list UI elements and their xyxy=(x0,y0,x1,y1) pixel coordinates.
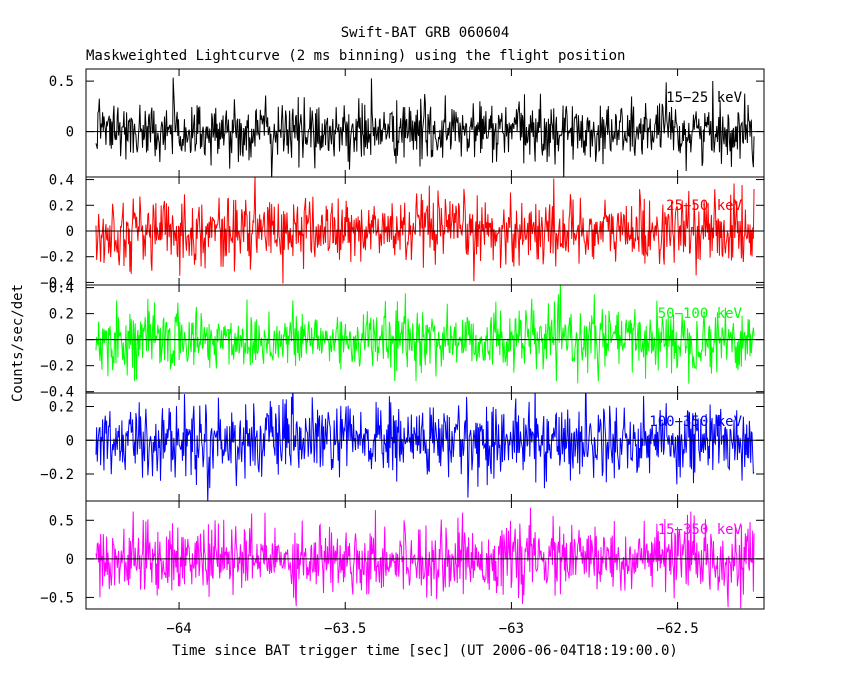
y-tick-label-5-3: −0.5 xyxy=(40,590,74,606)
y-tick-label-2-2: 0.2 xyxy=(49,198,74,214)
y-tick-label-4-2: 0 xyxy=(66,433,74,449)
y-tick-label-2-5: −0.4 xyxy=(40,275,74,291)
x-tick-label-3: −63 xyxy=(499,621,524,637)
band-label-1: 15−25 keV xyxy=(666,90,742,106)
band-label-5: 15−350 keV xyxy=(658,522,743,538)
y-tick-label-1-1: 0.5 xyxy=(49,74,74,90)
x-axis-label: Time since BAT trigger time [sec] (UT 20… xyxy=(172,643,678,659)
y-tick-label-3-3: 0 xyxy=(66,333,74,349)
lightcurve-series-3 xyxy=(95,285,755,384)
y-tick-label-1-2: 0 xyxy=(66,125,74,141)
band-label-3: 50−100 keV xyxy=(658,306,743,322)
panel-frame-5 xyxy=(85,500,765,610)
x-tick-label-2: −63.5 xyxy=(324,621,366,637)
y-tick-label-2-4: −0.2 xyxy=(40,250,74,266)
y-tick-label-5-2: 0 xyxy=(66,552,74,568)
y-tick-label-4-3: −0.2 xyxy=(40,467,74,483)
y-axis-label: Counts/sec/det xyxy=(10,284,26,402)
y-tick-label-2-1: 0.4 xyxy=(49,173,74,189)
x-tick-label-4: −62.5 xyxy=(657,621,699,637)
panels-group: 0.5 0 15−25 keV 0.4 0.2 0 −0.2 −0.4 25−50 keV 0.4… xyxy=(40,68,765,637)
y-tick-label-5-1: 0.5 xyxy=(49,513,74,529)
y-tick-label-3-2: 0.2 xyxy=(49,307,74,323)
y-tick-label-3-4: −0.2 xyxy=(40,359,74,375)
panel-frame-3 xyxy=(85,284,765,394)
y-tick-label-3-1: 0.4 xyxy=(49,281,74,297)
chart-subtitle: Maskweighted Lightcurve (2 ms binning) u… xyxy=(86,48,625,64)
lightcurve-series-2 xyxy=(95,177,755,284)
x-tick-label-1: −64 xyxy=(166,621,191,637)
y-tick-label-2-3: 0 xyxy=(66,224,74,240)
band-label-2: 25−50 keV xyxy=(666,198,742,214)
lightcurve-series-5 xyxy=(95,507,755,609)
lightcurve-series-1 xyxy=(95,77,755,177)
lightcurve-series-4 xyxy=(95,393,755,501)
y-tick-label-4-1: 0.2 xyxy=(49,400,74,416)
y-tick-label-3-5: −0.4 xyxy=(40,385,74,401)
panel-frame-1 xyxy=(85,68,765,178)
chart-title: Swift-BAT GRB 060604 xyxy=(341,25,510,41)
band-label-4: 100−350 keV xyxy=(649,414,742,430)
